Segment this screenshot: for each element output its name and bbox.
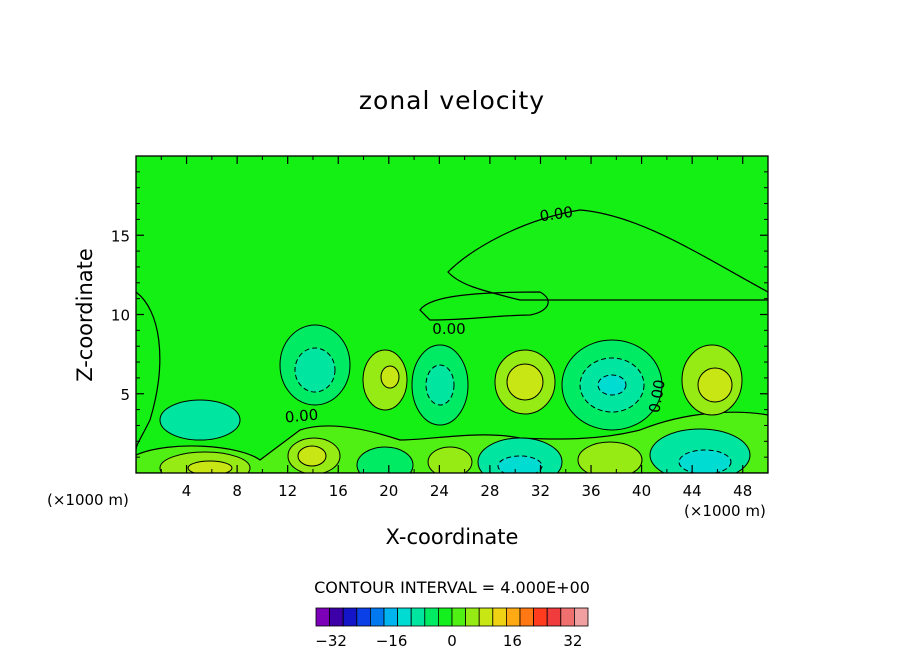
cell-pos-2b: [506, 363, 544, 401]
chart-title: zonal velocity: [358, 86, 546, 115]
colorbar-swatch: [342, 607, 358, 627]
contour-label: 0.00: [539, 203, 575, 225]
x-tick-label: 48: [733, 482, 752, 500]
x-tick-label: 12: [278, 482, 297, 500]
x-unit-label-left: (×1000 m): [47, 491, 129, 509]
colorbar-swatch: [397, 607, 412, 627]
contour-line-left: [136, 291, 161, 451]
colorbar-tick-label: −16: [376, 632, 408, 650]
colorbar-swatch: [315, 607, 331, 627]
cell-neg-2b: [294, 347, 336, 393]
cell-bottom-6: [577, 441, 643, 473]
cell-neg-1: [159, 399, 241, 441]
y-tick-label: 10: [111, 307, 130, 325]
contour-field: [136, 209, 768, 473]
x-tick-label: 16: [329, 482, 348, 500]
colorbar-tick-label: 16: [503, 632, 522, 650]
colorbar-tick-label: 32: [563, 632, 582, 650]
cell-bottom-2b: [297, 445, 327, 467]
x-unit-label-right: (×1000 m): [684, 502, 766, 520]
x-axis-ticks: 4 8 12 16 20 24 28 32 36 40 44 48: [160, 156, 752, 500]
y-tick-label: 5: [120, 386, 130, 404]
cell-bottom-1b: [187, 460, 233, 473]
x-axis-label: X-coordinate: [385, 525, 519, 549]
colorbar-tick-label: −32: [315, 632, 347, 650]
contour-label: 0.00: [284, 406, 319, 427]
x-tick-label: 36: [581, 482, 600, 500]
colorbar-tick-label: 0: [447, 632, 457, 650]
x-tick-label: 8: [232, 482, 242, 500]
colorbar-swatch: [560, 607, 575, 627]
colorbar-swatch: [369, 607, 385, 627]
colorbar-swatch: [356, 607, 371, 627]
x-tick-label: 4: [182, 482, 192, 500]
contour-line-mid: [419, 291, 549, 321]
colorbar-swatch: [451, 607, 467, 627]
contour-labels: 0.00 0.00 0.00 0.00: [284, 203, 669, 427]
cell-neg-4c: [597, 374, 627, 396]
colorbar: −32 −16 0 16 32: [315, 607, 589, 650]
x-tick-label: 28: [480, 482, 499, 500]
colorbar-swatch: [410, 607, 426, 627]
colorbar-swatch: [519, 607, 535, 627]
x-tick-label: 24: [430, 482, 449, 500]
x-tick-label: 44: [683, 482, 702, 500]
colorbar-swatch: [533, 607, 548, 627]
colorbar-swatch: [546, 607, 562, 627]
y-axis-ticks: 5 10 15: [111, 171, 768, 458]
colorbar-swatch: [492, 607, 507, 627]
cell-pos-3b: [697, 367, 733, 403]
colorbar-swatch: [465, 607, 480, 627]
x-tick-label: 20: [379, 482, 398, 500]
cell-bottom-7b: [678, 449, 732, 473]
colorbar-swatch: [478, 607, 494, 627]
colorbar-swatch: [329, 607, 344, 627]
colorbar-swatch: [437, 607, 453, 627]
contour-label: 0.00: [432, 320, 465, 338]
contour-interval: CONTOUR INTERVAL = 4.000E+00: [314, 578, 590, 597]
cell-bottom-5b: [497, 455, 543, 473]
contour-label: 0.00: [645, 378, 669, 414]
cell-bottom-3: [356, 446, 414, 473]
y-axis-label: Z-coordinate: [73, 248, 97, 382]
colorbar-swatch: [424, 607, 439, 627]
x-tick-label: 40: [632, 482, 651, 500]
y-tick-label: 15: [111, 227, 130, 245]
colorbar-swatch: [574, 607, 589, 627]
cell-pos-1b: [380, 365, 400, 389]
cell-neg-3b: [425, 364, 455, 406]
colorbar-swatch: [505, 607, 521, 627]
x-tick-label: 32: [531, 482, 550, 500]
contour-line-upper: [447, 209, 768, 301]
colorbar-swatch: [383, 607, 399, 627]
